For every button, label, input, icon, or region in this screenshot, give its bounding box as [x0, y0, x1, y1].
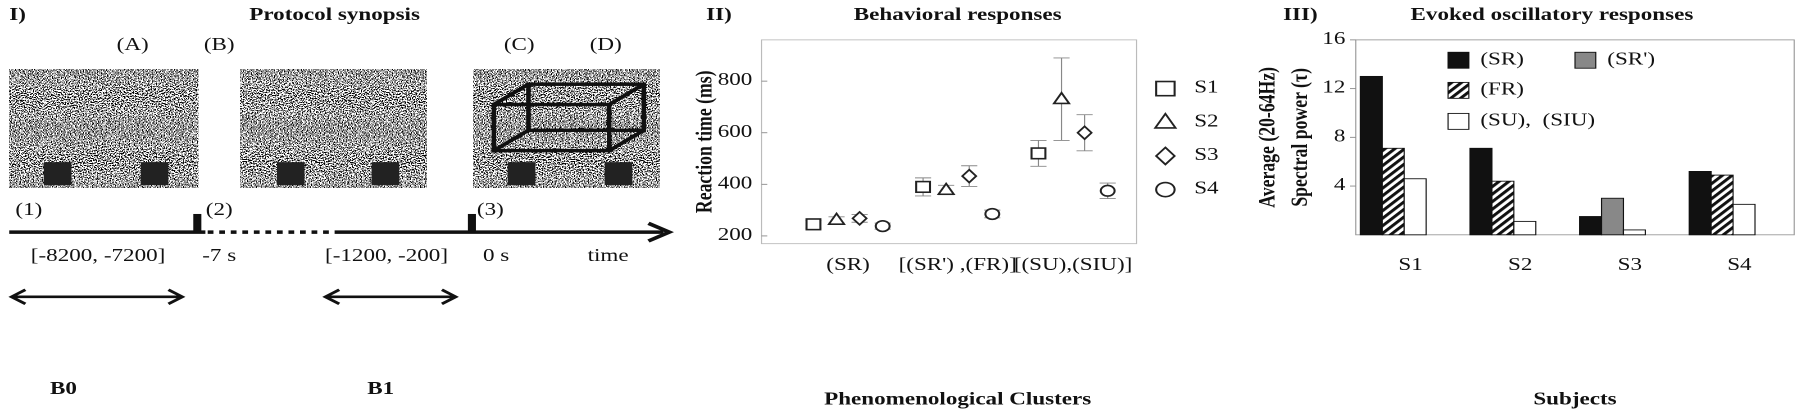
legend-swatch: [1447, 51, 1470, 69]
noise-image: [9, 69, 199, 188]
panel-label: III): [1283, 5, 1318, 24]
x-tick-label: S1: [1398, 255, 1422, 274]
legend-label: (FR): [1480, 80, 1524, 99]
marker: [915, 180, 932, 194]
legend-label: S2: [1194, 112, 1218, 131]
y-tick-label: 16: [1322, 29, 1345, 48]
bar: [1381, 147, 1405, 236]
plot-frame: [760, 39, 1138, 245]
target-square: [371, 162, 400, 186]
panel-label: I): [9, 5, 26, 24]
bar: [1622, 229, 1646, 236]
marker: [874, 220, 891, 233]
legend-label: (SR): [1480, 50, 1524, 69]
legend-swatch: [1447, 112, 1470, 130]
time-label: -7 s: [202, 246, 236, 265]
marker: [1154, 146, 1176, 166]
x-tick-label: S4: [1727, 255, 1751, 274]
marker: [805, 218, 822, 231]
time-label: 0 s: [483, 246, 509, 265]
marker: [1030, 147, 1047, 160]
bar: [1469, 147, 1493, 236]
x-axis-title: Subjects: [1533, 390, 1616, 409]
target-square: [604, 162, 633, 186]
y-tick-label: 200: [718, 225, 753, 244]
x-tick-label: (SR): [826, 255, 870, 274]
stimulus-label: (B): [204, 35, 235, 54]
bar: [1491, 180, 1515, 236]
x-tick-label: [(SR') ,(FR)]: [899, 255, 1017, 274]
marker: [827, 211, 846, 225]
y-axis-title: Spectral power (τ): [1288, 68, 1313, 207]
legend-swatch: [1574, 51, 1597, 69]
target-square: [140, 162, 169, 186]
baseline-label: B0: [50, 379, 77, 398]
marker: [984, 207, 1001, 221]
stimulus-label: (D): [590, 35, 622, 54]
legend-label: S4: [1194, 179, 1218, 198]
event-label: (1): [15, 200, 42, 219]
marker: [1076, 125, 1093, 141]
marker: [936, 181, 956, 196]
legend-label: (SU), (SIU): [1480, 111, 1595, 130]
stimulus-images: [9, 69, 660, 188]
marker: [1052, 91, 1071, 105]
bar: [1579, 216, 1603, 236]
bar: [1359, 75, 1383, 236]
y-axis-title: Average (20-64Hz): [1255, 67, 1280, 208]
timeline: [8, 213, 674, 306]
y-tick-label: 800: [718, 71, 753, 90]
marker: [851, 210, 868, 227]
bar: [1600, 197, 1625, 236]
time-label: [-8200, -7200]: [31, 246, 166, 265]
y-axis-title: Reaction time (ms): [692, 70, 717, 213]
marker: [1155, 181, 1176, 198]
y-tick-label: 400: [718, 174, 753, 193]
panel-title: Protocol synopsis: [249, 5, 420, 24]
bar: [1513, 220, 1537, 236]
legend-label: S1: [1194, 78, 1218, 97]
panel-title: Evoked oscillatory responses: [1411, 5, 1694, 24]
time-label: time: [588, 246, 629, 265]
marker: [1153, 112, 1178, 129]
stimulus-label: (C): [504, 35, 535, 54]
baseline-label: B1: [367, 379, 394, 398]
panel-label: II): [706, 5, 732, 24]
stimulus-label: (A): [117, 35, 149, 54]
panel-title: Behavioral responses: [854, 5, 1062, 24]
x-tick-label: [(SU),(SIU)]: [1014, 255, 1133, 274]
legend-label: S3: [1194, 145, 1218, 164]
legend-swatch: [1447, 81, 1470, 99]
event-label: (3): [477, 200, 504, 219]
target-square: [507, 162, 536, 186]
legend-label: (SR'): [1607, 50, 1655, 69]
marker: [1155, 80, 1176, 97]
bar: [1710, 174, 1734, 236]
target-square: [276, 162, 305, 186]
event-label: (2): [206, 200, 233, 219]
target-square: [43, 162, 72, 186]
bar: [1403, 178, 1427, 236]
panel-1: I) Protocol synopsis (A) (B) (C) (D) (1)…: [8, 5, 674, 398]
x-axis-title: Phenomenological Clusters: [824, 390, 1091, 409]
marker: [960, 168, 978, 184]
wireframe-box: [491, 82, 647, 153]
bar: [1732, 203, 1756, 236]
x-tick-label: S2: [1508, 255, 1532, 274]
bar: [1688, 171, 1712, 236]
y-tick-label: 4: [1334, 175, 1346, 194]
marker: [1099, 184, 1116, 197]
x-tick-label: S3: [1618, 255, 1642, 274]
y-tick-label: 600: [718, 122, 753, 141]
time-label: [-1200, -200]: [325, 246, 448, 265]
y-tick-label: 8: [1334, 127, 1346, 146]
y-tick-label: 12: [1322, 78, 1345, 97]
